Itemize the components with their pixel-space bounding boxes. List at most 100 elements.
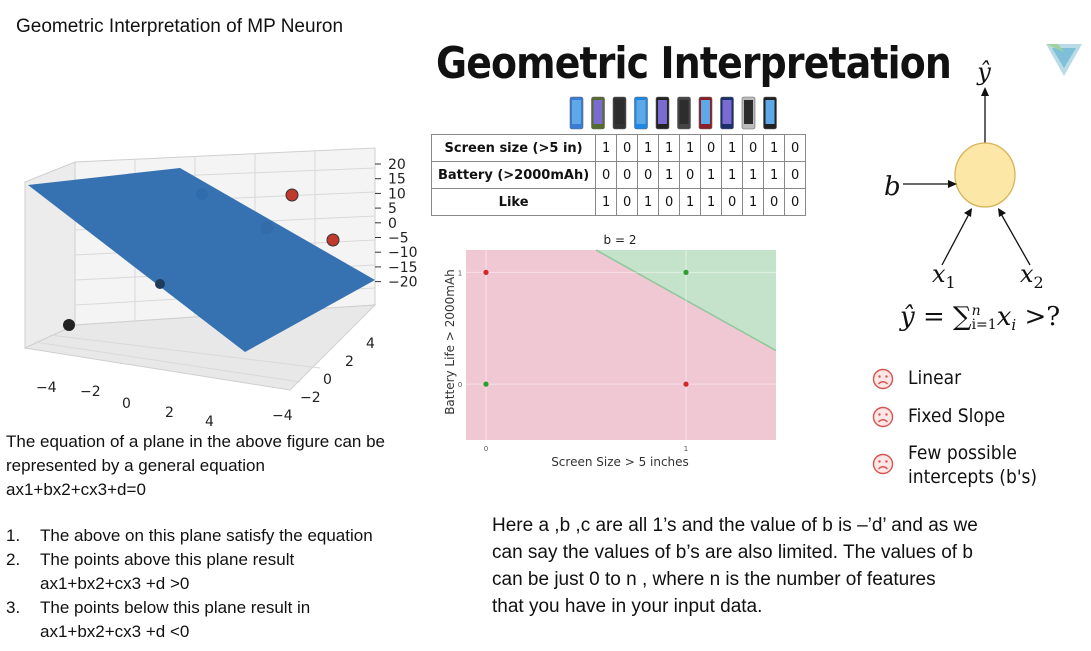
formula-sub: i=1 xyxy=(971,317,997,333)
svg-text:x1: x1 xyxy=(932,260,956,292)
formula-sup: n xyxy=(971,303,981,319)
input2-label: x xyxy=(1020,260,1034,288)
table-cell: 0 xyxy=(616,161,639,189)
x-tick-label: 0 xyxy=(484,445,488,453)
equation-line: ax1+bx2+cx3+d=0 xyxy=(6,480,146,499)
property-text: Fixed Slope xyxy=(908,405,1006,427)
explain-text: Here a ,b ,c are all 1’s and the value o… xyxy=(492,512,1052,620)
table-cell: 0 xyxy=(595,161,618,189)
table-cell: 0 xyxy=(784,134,807,162)
table-cell: 1 xyxy=(637,188,660,216)
z-tick-label: 5 xyxy=(388,201,397,217)
data-point xyxy=(483,381,489,387)
phone-screen xyxy=(593,100,603,124)
z-tick-label: 20 xyxy=(388,157,406,173)
property-text: Few possible intercepts (b's) xyxy=(908,441,1037,489)
slide-title: Geometric Interpretation of MP Neuron xyxy=(16,16,344,37)
list-number: 2. xyxy=(6,550,21,569)
heading: Geometric Interpretation xyxy=(436,38,952,89)
list-number: 3. xyxy=(6,598,21,617)
x-tick-label: 4 xyxy=(205,414,214,430)
list-item: 2. The points above this plane result ax… xyxy=(6,548,426,596)
y-tick-label: −2 xyxy=(300,390,321,406)
z-tick-label: 15 xyxy=(388,172,406,188)
table-cell: 0 xyxy=(616,134,639,162)
scatter-title: b = 2 xyxy=(604,233,637,247)
z-tick-label: −5 xyxy=(388,231,409,247)
neuron-diagram: ŷ b x1 x2 xyxy=(884,58,1044,292)
table-row-label: Screen size (>5 in) xyxy=(430,134,597,162)
table-cell: 1 xyxy=(658,134,681,162)
table-row-label: Like xyxy=(430,188,597,216)
table-cell: 0 xyxy=(637,161,660,189)
z-tick-label: −15 xyxy=(388,260,418,276)
phone-screen xyxy=(615,100,624,124)
phone-screen xyxy=(765,100,775,124)
phone-screen xyxy=(744,100,753,124)
input1-sub: 1 xyxy=(946,273,956,292)
list-text: The points below this plane result in xyxy=(40,598,311,617)
table-row: Screen size (>5 in) 1 0 1 1 1 0 1 0 1 0 xyxy=(430,134,807,162)
scatter-ylabel: Battery Life > 2000mAh xyxy=(443,269,457,415)
formula-lhs: ŷ = ∑ xyxy=(900,302,972,332)
table-cell: 1 xyxy=(679,188,702,216)
phones-image xyxy=(569,96,777,130)
x-tick-label: 0 xyxy=(122,396,131,412)
scatter-xlabel: Screen Size > 5 inches xyxy=(551,455,689,469)
table-cell: 1 xyxy=(742,188,765,216)
formula-rhs: x xyxy=(996,302,1012,332)
table-row: Like 1 0 1 0 1 1 0 1 0 0 xyxy=(430,188,807,216)
phone-screen xyxy=(636,100,646,124)
table-cell: 1 xyxy=(679,134,702,162)
list-item: 1. The above on this plane satisfy the e… xyxy=(6,524,426,548)
plane-surface xyxy=(28,168,375,352)
sad-face-icon xyxy=(872,368,894,390)
table-cell: 0 xyxy=(742,134,765,162)
y-tick-label: −4 xyxy=(272,408,293,424)
explain-line: Here a ,b ,c are all 1’s and the value o… xyxy=(492,515,978,536)
point-3d xyxy=(285,188,299,202)
table-cell: 1 xyxy=(700,161,723,189)
table-cell: 1 xyxy=(742,161,765,189)
x-tick-label: 2 xyxy=(165,405,174,421)
formula-rhs-sub: i xyxy=(1011,316,1017,334)
x-tick-label: −2 xyxy=(80,384,101,400)
table-cell: 1 xyxy=(763,161,786,189)
sad-face-icon xyxy=(872,406,894,428)
explain-line: can be just 0 to n , where n is the numb… xyxy=(492,569,936,590)
table-row: Battery (>2000mAh) 0 0 0 1 0 1 1 1 1 0 xyxy=(430,161,807,189)
phone-screen xyxy=(701,100,710,124)
y-tick-label: 1 xyxy=(458,269,462,277)
sad-face-icon xyxy=(872,453,894,475)
x-tick-label: −4 xyxy=(36,380,57,396)
data-point xyxy=(683,269,689,275)
phone-screen xyxy=(658,100,667,124)
list-text: The points above this plane result xyxy=(40,550,295,569)
logo-icon xyxy=(1046,44,1082,76)
formula-tail: >? xyxy=(1016,302,1061,332)
svg-text:x2: x2 xyxy=(1020,260,1044,292)
equation-line: represented by a general equation xyxy=(6,456,265,475)
data-table: Screen size (>5 in) 1 0 1 1 1 0 1 0 1 0 Battery (>2… xyxy=(430,134,807,216)
table-cell: 1 xyxy=(637,134,660,162)
equation-text: The equation of a plane in the above fig… xyxy=(6,430,426,502)
x-tick-label: 1 xyxy=(684,445,688,453)
property-text: Linear xyxy=(908,367,962,389)
table-row-label: Battery (>2000mAh) xyxy=(430,161,597,189)
y-tick-label: 0 xyxy=(323,372,332,388)
phone-screen xyxy=(572,100,581,124)
list-number: 1. xyxy=(6,526,21,545)
neuron-node xyxy=(954,142,1016,208)
phone-screen xyxy=(722,100,732,124)
property-text-line1: Few possible xyxy=(908,442,1017,464)
z-tick-label: −20 xyxy=(388,275,418,291)
list-text: The above on this plane satisfy the equa… xyxy=(40,526,373,545)
table-cell: 1 xyxy=(763,134,786,162)
list-subtext: ax1+bx2+cx3 +d <0 xyxy=(40,622,190,641)
decision-boundary xyxy=(595,249,777,352)
equation-line: The equation of a plane in the above fig… xyxy=(6,432,386,451)
property-text-line2: intercepts (b's) xyxy=(908,466,1038,488)
scatter-2d: b = 2 0 1 0 1 Screen Size > 5 inches Batter… xyxy=(443,233,777,469)
table-cell: 1 xyxy=(595,188,618,216)
